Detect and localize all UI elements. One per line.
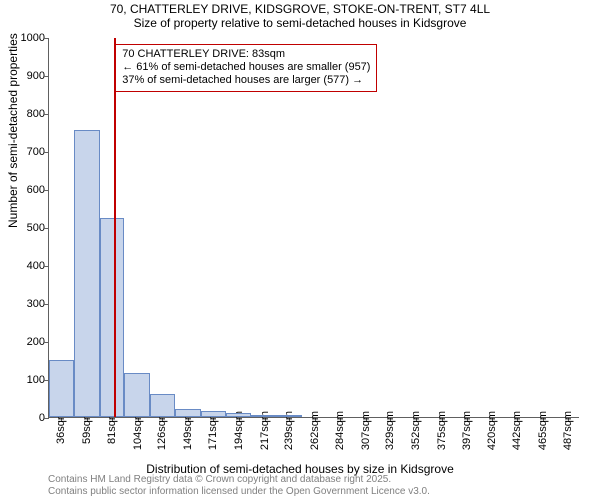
chart-area: 0100200300400500600700800900100036sqm59s… — [48, 38, 579, 418]
y-tick-mark — [44, 76, 49, 77]
y-tick-label: 300 — [9, 298, 45, 310]
y-tick-mark — [44, 190, 49, 191]
y-tick-mark — [44, 38, 49, 39]
x-tick-label: 487sqm — [562, 411, 574, 450]
annotation-box: 70 CHATTERLEY DRIVE: 83sqm← 61% of semi-… — [115, 44, 377, 92]
y-tick-label: 1000 — [9, 32, 45, 44]
x-tick-label: 284sqm — [334, 411, 346, 450]
y-tick-mark — [44, 152, 49, 153]
y-tick-label: 700 — [9, 146, 45, 158]
histogram-bar — [49, 360, 74, 417]
y-axis-label: Number of semi-detached properties — [6, 33, 20, 228]
histogram-bar — [251, 415, 277, 417]
plot-region: 0100200300400500600700800900100036sqm59s… — [48, 38, 579, 418]
histogram-bar — [226, 413, 251, 417]
footer-line2: Contains public sector information licen… — [48, 486, 430, 498]
histogram-bar — [74, 130, 100, 417]
title-line1: 70, CHATTERLEY DRIVE, KIDSGROVE, STOKE-O… — [0, 2, 600, 16]
histogram-bar — [124, 373, 150, 417]
x-tick-label: 375sqm — [436, 411, 448, 450]
annotation-line1: 70 CHATTERLEY DRIVE: 83sqm — [122, 48, 370, 61]
histogram-bar — [175, 409, 201, 417]
y-tick-label: 100 — [9, 374, 45, 386]
x-tick-label: 329sqm — [384, 411, 396, 450]
footer-attribution: Contains HM Land Registry data © Crown c… — [48, 474, 430, 498]
y-tick-mark — [44, 266, 49, 267]
title-line2: Size of property relative to semi-detach… — [0, 16, 600, 30]
y-tick-mark — [44, 114, 49, 115]
y-tick-label: 0 — [9, 412, 45, 424]
x-tick-label: 420sqm — [486, 411, 498, 450]
y-tick-label: 500 — [9, 222, 45, 234]
y-tick-label: 200 — [9, 336, 45, 348]
x-tick-label: 262sqm — [309, 411, 321, 450]
x-tick-label: 465sqm — [537, 411, 549, 450]
x-tick-label: 442sqm — [511, 411, 523, 450]
y-tick-mark — [44, 228, 49, 229]
reference-line — [114, 38, 116, 417]
y-tick-label: 800 — [9, 108, 45, 120]
y-tick-label: 400 — [9, 260, 45, 272]
x-tick-label: 352sqm — [410, 411, 422, 450]
y-tick-label: 900 — [9, 70, 45, 82]
histogram-bar — [201, 411, 227, 417]
histogram-bar — [277, 415, 302, 417]
x-tick-label: 307sqm — [360, 411, 372, 450]
footer-line1: Contains HM Land Registry data © Crown c… — [48, 474, 430, 486]
x-tick-label: 397sqm — [461, 411, 473, 450]
y-tick-mark — [44, 342, 49, 343]
y-tick-label: 600 — [9, 184, 45, 196]
y-tick-mark — [44, 418, 49, 419]
histogram-bar — [100, 218, 125, 418]
y-tick-mark — [44, 304, 49, 305]
annotation-line2: ← 61% of semi-detached houses are smalle… — [122, 61, 370, 74]
annotation-line3: 37% of semi-detached houses are larger (… — [122, 74, 370, 87]
histogram-bar — [150, 394, 175, 417]
